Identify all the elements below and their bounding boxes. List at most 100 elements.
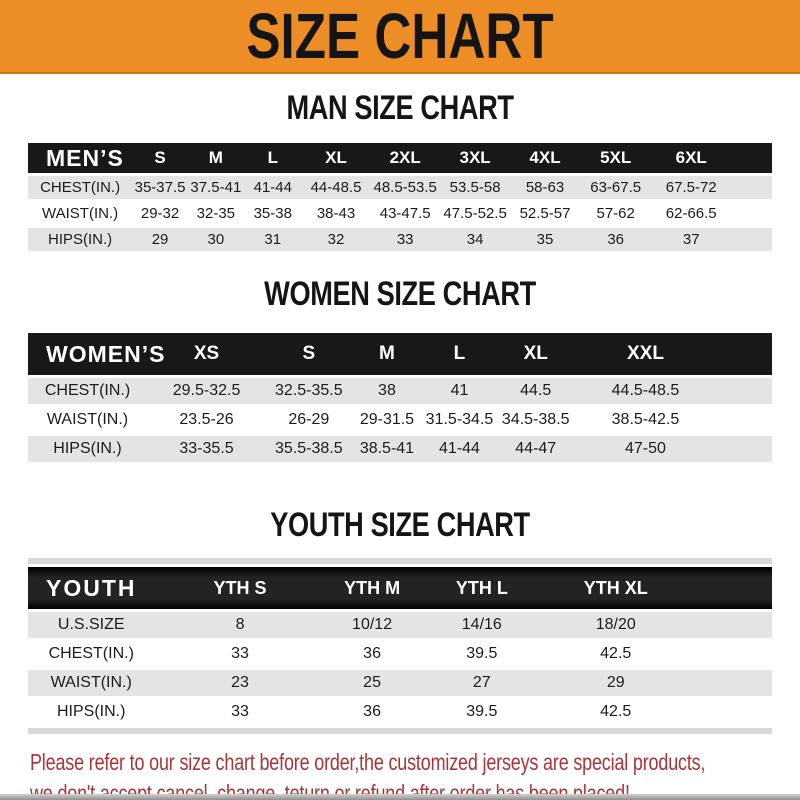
- size-value-cell: 23: [154, 670, 326, 696]
- size-value-cell: 29.5-32.5: [147, 378, 267, 404]
- row-filler: [731, 202, 772, 225]
- banner-title: SIZE CHART: [246, 0, 554, 72]
- row-filler: [686, 670, 772, 696]
- size-value-cell: 52.5-57: [510, 202, 580, 225]
- size-value-cell: 38: [351, 378, 423, 404]
- size-value-cell: 41-44: [422, 436, 497, 462]
- size-column-header: S: [266, 333, 352, 375]
- table-row: CHEST(IN.) 33 36 39.5 42.5: [28, 641, 772, 667]
- size-value-cell: 44-47: [496, 436, 575, 462]
- size-value-cell: 44-48.5: [301, 176, 371, 199]
- size-value-cell: 67.5-72: [651, 176, 731, 199]
- size-value-cell: 29-31.5: [351, 407, 423, 433]
- size-value-cell: 58-63: [510, 176, 580, 199]
- table-row: U.S.SIZE 8 10/12 14/16 18/20: [28, 612, 772, 638]
- table-row: WAIST(IN.) 29-32 32-35 35-38 38-43 43-47.5 47.…: [28, 202, 772, 225]
- youth-header-row: YOUTH YTH S YTH M YTH L YTH XL: [28, 567, 772, 609]
- size-value-cell: 31.5-34.5: [422, 407, 497, 433]
- size-value-cell: 29: [132, 228, 188, 251]
- row-label: CHEST(IN.): [28, 641, 155, 667]
- row-filler: [686, 699, 772, 725]
- size-value-cell: 33: [370, 228, 441, 251]
- size-value-cell: 10/12: [325, 612, 419, 638]
- size-chart-banner: SIZE CHART: [0, 0, 800, 74]
- disclaimer-footer: Please refer to our size chart before or…: [30, 747, 800, 800]
- size-value-cell: 34: [440, 228, 511, 251]
- size-value-cell: 38-43: [301, 202, 371, 225]
- size-column-header: 4XL: [510, 143, 580, 173]
- size-value-cell: 35.5-38.5: [266, 436, 352, 462]
- size-column-header: XL: [496, 333, 575, 375]
- men-header-row: MEN’S S M L XL 2XL 3XL 4XL 5XL 6XL: [28, 143, 772, 173]
- row-label: CHEST(IN.): [28, 176, 133, 199]
- size-value-cell: 57-62: [579, 202, 652, 225]
- bottom-edge-strip: [0, 794, 800, 800]
- size-value-cell: 31: [243, 228, 302, 251]
- size-value-cell: 42.5: [545, 641, 687, 667]
- size-value-cell: 34.5-38.5: [496, 407, 575, 433]
- size-value-cell: 36: [579, 228, 652, 251]
- size-value-cell: 63-67.5: [579, 176, 652, 199]
- size-value-cell: 33: [154, 699, 326, 725]
- size-value-cell: 32-35: [187, 202, 244, 225]
- size-value-cell: 38.5-42.5: [574, 407, 717, 433]
- table-corner-label: MEN’S: [28, 143, 133, 173]
- size-value-cell: 62-66.5: [651, 202, 731, 225]
- table-row: CHEST(IN.) 35-37.5 37.5-41 41-44 44-48.5 48.5…: [28, 176, 772, 199]
- size-value-cell: 37: [651, 228, 731, 251]
- size-value-cell: 25: [325, 670, 419, 696]
- row-label: HIPS(IN.): [28, 228, 133, 251]
- header-filler: [686, 567, 772, 609]
- row-filler: [686, 641, 772, 667]
- row-label: U.S.SIZE: [28, 612, 155, 638]
- size-value-cell: 35-37.5: [132, 176, 188, 199]
- size-value-cell: 29: [545, 670, 687, 696]
- row-filler: [731, 176, 772, 199]
- table-corner-label: WOMEN’S: [28, 333, 164, 375]
- size-value-cell: 47.5-52.5: [440, 202, 511, 225]
- youth-size-table: YOUTH YTH S YTH M YTH L YTH XL U.S.SIZE 8 10/1…: [28, 564, 772, 728]
- size-value-cell: 43-47.5: [370, 202, 441, 225]
- youth-table-top-edge: [28, 558, 772, 564]
- row-label: WAIST(IN.): [28, 670, 155, 696]
- size-value-cell: 41-44: [243, 176, 302, 199]
- size-value-cell: 44.5: [496, 378, 575, 404]
- disclaimer-line-1: Please refer to our size chart before or…: [30, 749, 706, 775]
- row-label: CHEST(IN.): [28, 378, 148, 404]
- row-label: WAIST(IN.): [28, 407, 148, 433]
- size-value-cell: 32.5-35.5: [266, 378, 352, 404]
- size-value-cell: 33-35.5: [147, 436, 267, 462]
- size-value-cell: 8: [154, 612, 326, 638]
- row-label: HIPS(IN.): [28, 436, 148, 462]
- row-filler: [716, 407, 772, 433]
- size-column-header: YTH S: [154, 567, 326, 609]
- size-column-header: XS: [147, 333, 267, 375]
- size-column-header: M: [187, 143, 244, 173]
- table-row: CHEST(IN.) 29.5-32.5 32.5-35.5 38 41 44.5 44.5…: [28, 378, 772, 404]
- row-filler: [716, 436, 772, 462]
- size-value-cell: 35-38: [243, 202, 302, 225]
- size-value-cell: 47-50: [574, 436, 717, 462]
- size-column-header: YTH XL: [545, 567, 687, 609]
- size-value-cell: 32: [301, 228, 371, 251]
- size-value-cell: 37.5-41: [187, 176, 244, 199]
- youth-table-bottom-edge: [28, 728, 772, 734]
- women-header-row: WOMEN’S XS S M L XL XXL: [28, 333, 772, 375]
- size-value-cell: 14/16: [418, 612, 546, 638]
- size-value-cell: 27: [418, 670, 546, 696]
- header-filler: [716, 333, 772, 375]
- table-row: HIPS(IN.) 29 30 31 32 33 34 35 36 37: [28, 228, 772, 251]
- size-column-header: YTH L: [418, 567, 546, 609]
- size-column-header: 2XL: [370, 143, 441, 173]
- size-value-cell: 35: [510, 228, 580, 251]
- man-section-heading: MAN SIZE CHART: [286, 89, 514, 127]
- row-label: HIPS(IN.): [28, 699, 155, 725]
- size-column-header: 3XL: [440, 143, 511, 173]
- size-column-header: 5XL: [579, 143, 652, 173]
- row-filler: [716, 378, 772, 404]
- table-corner-label: YOUTH: [28, 567, 155, 609]
- size-column-header: L: [243, 143, 302, 173]
- size-column-header: M: [351, 333, 423, 375]
- table-row: HIPS(IN.) 33-35.5 35.5-38.5 38.5-41 41-44 44-…: [28, 436, 772, 462]
